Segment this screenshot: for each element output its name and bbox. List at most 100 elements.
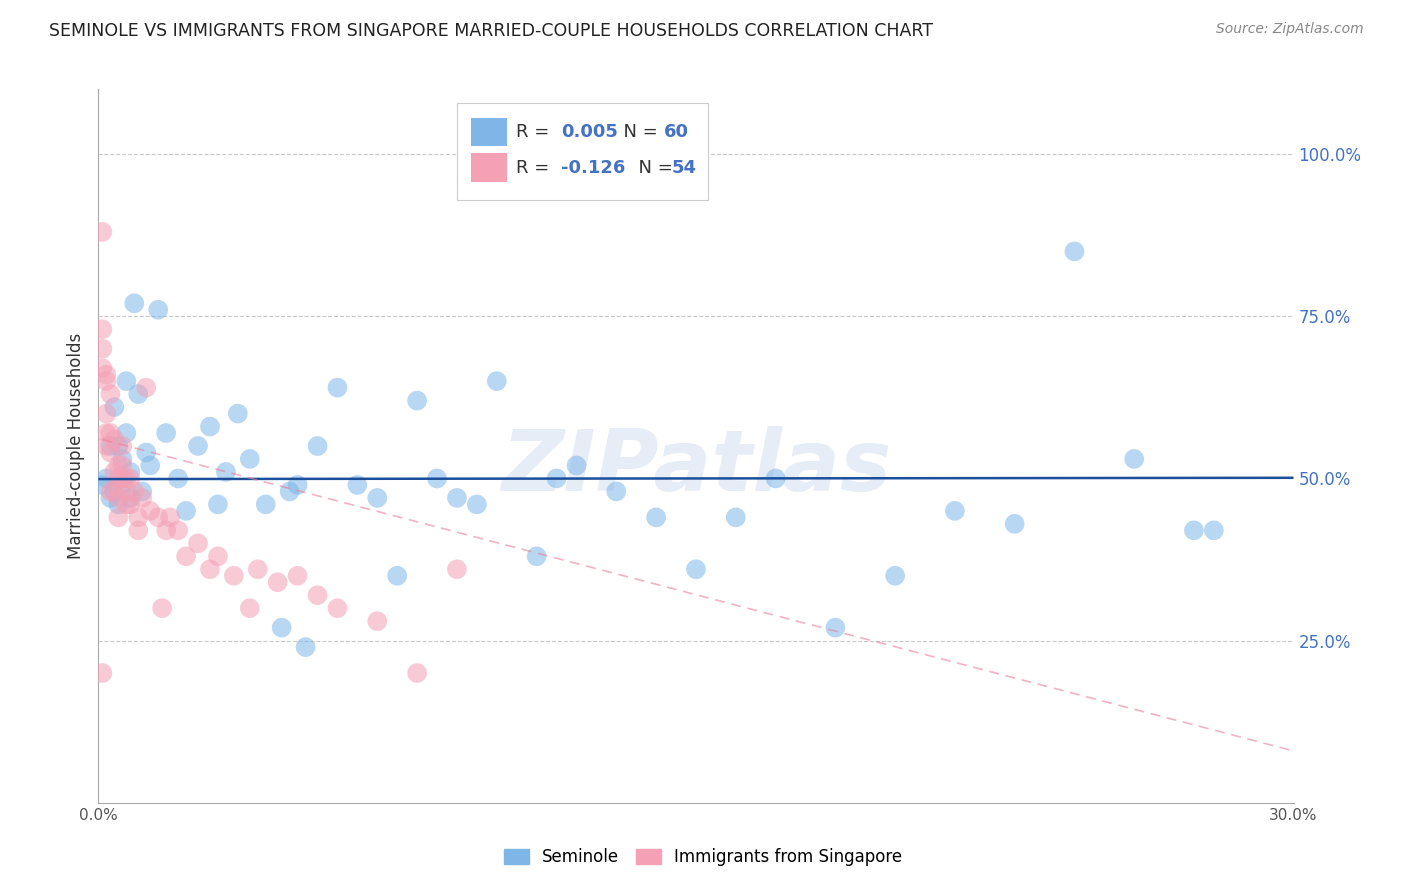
Point: [111, 458, 134, 473]
Point: [139, 458, 162, 473]
Point: [294, 640, 316, 654]
Point: [1182, 524, 1205, 538]
Point: [446, 562, 468, 576]
Point: [103, 484, 125, 499]
Point: [103, 433, 125, 447]
Point: [1063, 244, 1085, 259]
Legend: Seminole, Immigrants from Singapore: Seminole, Immigrants from Singapore: [498, 842, 908, 873]
Point: [884, 568, 907, 582]
Text: 0.005: 0.005: [561, 123, 617, 141]
Point: [724, 510, 747, 524]
Point: [103, 400, 125, 414]
FancyBboxPatch shape: [471, 118, 508, 146]
Point: [765, 471, 787, 485]
Point: [135, 381, 157, 395]
Point: [91, 361, 114, 376]
Point: [111, 471, 134, 485]
Point: [111, 439, 134, 453]
Point: [485, 374, 508, 388]
Point: [98, 491, 122, 505]
Point: [1004, 516, 1026, 531]
Point: [98, 439, 122, 453]
Point: [131, 491, 153, 505]
Point: [239, 452, 262, 467]
Point: [115, 374, 138, 388]
Point: [246, 562, 269, 576]
Text: N =: N =: [627, 159, 678, 177]
Point: [115, 484, 138, 499]
Point: [107, 439, 129, 453]
Point: [91, 478, 114, 492]
Point: [155, 425, 177, 440]
Point: [107, 510, 129, 524]
Point: [96, 374, 118, 388]
Point: [115, 471, 138, 485]
Point: [111, 478, 134, 492]
Point: [174, 504, 197, 518]
Point: [270, 621, 292, 635]
Point: [96, 407, 118, 421]
Point: [267, 575, 290, 590]
Point: [239, 601, 262, 615]
Point: [107, 458, 129, 473]
Point: [107, 491, 129, 505]
Point: [148, 302, 170, 317]
Point: [307, 439, 329, 453]
Point: [943, 504, 966, 518]
Text: R =: R =: [516, 123, 554, 141]
Point: [226, 407, 249, 421]
Point: [167, 471, 190, 485]
Point: [287, 568, 309, 582]
Text: 60: 60: [664, 123, 689, 141]
Point: [120, 465, 142, 479]
Text: ZIPatlas: ZIPatlas: [501, 425, 891, 509]
Text: Source: ZipAtlas.com: Source: ZipAtlas.com: [1216, 22, 1364, 37]
Point: [207, 549, 229, 564]
Point: [139, 504, 162, 518]
Point: [385, 568, 409, 582]
Point: [565, 458, 588, 473]
Point: [307, 588, 329, 602]
Point: [91, 342, 114, 356]
Point: [159, 510, 181, 524]
Text: 54: 54: [672, 159, 697, 177]
Point: [124, 296, 146, 310]
Point: [645, 510, 668, 524]
Point: [366, 491, 388, 505]
Point: [98, 445, 122, 459]
Point: [98, 425, 122, 440]
Point: [120, 497, 142, 511]
Point: [167, 524, 190, 538]
Point: [148, 510, 170, 524]
Point: [131, 484, 153, 499]
Point: [96, 471, 118, 485]
Point: [174, 549, 197, 564]
Point: [426, 471, 449, 485]
Point: [198, 562, 221, 576]
Point: [605, 484, 627, 499]
Point: [96, 439, 118, 453]
Point: [111, 452, 134, 467]
Point: [124, 484, 146, 499]
Point: [120, 471, 142, 485]
Point: [135, 445, 157, 459]
Point: [207, 497, 229, 511]
Point: [91, 322, 114, 336]
Point: [1202, 524, 1225, 538]
Point: [127, 387, 149, 401]
Point: [824, 621, 846, 635]
Point: [198, 419, 221, 434]
Point: [120, 491, 142, 505]
Point: [366, 614, 388, 628]
Point: [187, 439, 209, 453]
Point: [115, 497, 138, 511]
Point: [187, 536, 209, 550]
Point: [103, 484, 125, 499]
Point: [96, 368, 118, 382]
Point: [465, 497, 488, 511]
Point: [127, 524, 149, 538]
Point: [222, 568, 245, 582]
Point: [446, 491, 468, 505]
Point: [150, 601, 173, 615]
FancyBboxPatch shape: [457, 103, 709, 200]
